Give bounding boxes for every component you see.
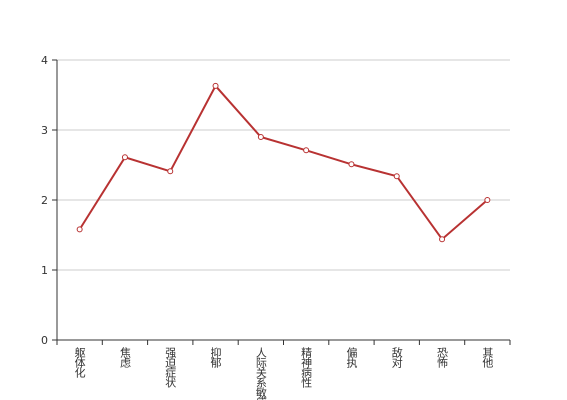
point	[393, 173, 400, 180]
y-tick-label: 3	[41, 124, 48, 137]
x-tick-label: 其他	[481, 347, 494, 368]
x-tick-label: 抑郁	[209, 346, 222, 368]
point	[439, 236, 446, 243]
point	[121, 154, 128, 161]
point	[257, 134, 264, 140]
point	[303, 147, 310, 154]
x-tick-label: 敌对	[390, 346, 403, 368]
x-tick-label: 恐怖	[436, 347, 449, 368]
y-tick-label: 4	[41, 54, 48, 67]
x-tick-label: 偏执	[345, 346, 358, 369]
y-tick-label: 2	[41, 194, 48, 207]
point	[212, 82, 219, 89]
point	[348, 161, 355, 168]
x-tick-label: 躯体化	[73, 347, 86, 379]
point	[484, 197, 491, 203]
x-tick-label: 人际关系敏感	[254, 347, 267, 400]
x-tick-label: 强迫症状	[164, 347, 177, 388]
x-tick-label: 焦虑	[118, 347, 131, 368]
y-tick-label: 0	[41, 334, 48, 347]
point	[167, 168, 174, 175]
y-tick-label: 1	[41, 264, 48, 277]
line	[78, 84, 489, 241]
point	[76, 226, 83, 233]
x-tick-label: 精神病性	[300, 347, 313, 389]
